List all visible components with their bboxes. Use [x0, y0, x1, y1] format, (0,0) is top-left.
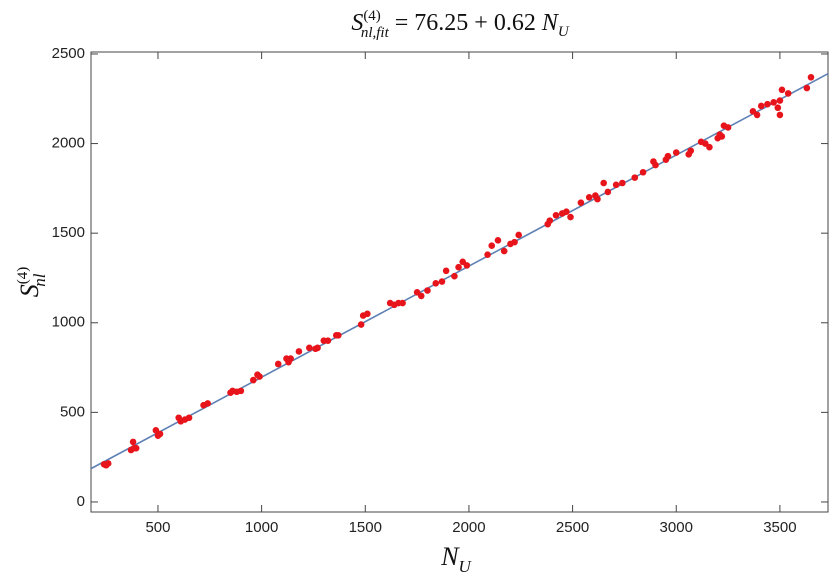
- point: [604, 188, 612, 196]
- point: [706, 143, 713, 151]
- point: [639, 168, 647, 176]
- point: [432, 280, 440, 287]
- point: [156, 430, 164, 438]
- fit-line: [90, 72, 829, 470]
- point: [672, 149, 680, 156]
- point: [552, 211, 560, 219]
- point: [237, 387, 245, 395]
- point: [563, 208, 570, 215]
- x-axis-label: NU: [440, 542, 472, 576]
- title-symbol: S: [351, 10, 363, 36]
- point: [807, 73, 815, 81]
- point: [424, 287, 431, 294]
- point: [764, 100, 771, 108]
- title-slope: 0.62: [494, 10, 536, 36]
- point: [455, 263, 462, 271]
- point: [417, 292, 425, 300]
- point: [324, 337, 332, 344]
- point: [619, 179, 626, 187]
- y-tick-label: 1000: [52, 314, 85, 331]
- point: [803, 84, 811, 92]
- x-tick-label: 2000: [452, 519, 485, 536]
- point: [774, 104, 782, 112]
- point: [295, 348, 303, 355]
- point: [256, 373, 263, 380]
- point: [585, 194, 593, 201]
- point: [600, 179, 607, 187]
- y-tick-label: 2000: [52, 135, 85, 152]
- point: [484, 251, 491, 258]
- point: [577, 199, 585, 207]
- title-subscript: nl,fit: [361, 25, 390, 41]
- y-tick-label: 0: [77, 493, 85, 510]
- y-tick-label: 500: [60, 403, 85, 420]
- point: [500, 247, 508, 255]
- point: [357, 321, 365, 328]
- point: [511, 238, 518, 246]
- x-label-symbol: N: [440, 542, 460, 571]
- point: [757, 102, 765, 110]
- point: [451, 272, 458, 280]
- title-plus: +: [468, 10, 494, 36]
- point: [399, 299, 406, 307]
- x-tick-label: 1000: [245, 519, 278, 536]
- x-tick-label: 3000: [660, 519, 693, 536]
- point: [250, 376, 257, 384]
- chart-title: S(4) nl,fit = 76.25 + 0.62 NU: [351, 8, 570, 41]
- point: [335, 332, 342, 339]
- x-tick-label: 2500: [556, 519, 589, 536]
- y-label-superscript: (4): [15, 267, 31, 285]
- point: [185, 414, 193, 422]
- y-label-symbol: S: [15, 284, 44, 297]
- point: [132, 444, 140, 452]
- title-intercept: 76.25: [414, 10, 468, 36]
- point: [515, 231, 522, 239]
- x-tick-label: 1500: [349, 519, 382, 536]
- point: [274, 360, 282, 368]
- point: [442, 267, 450, 275]
- point: [204, 400, 212, 407]
- point: [129, 438, 137, 446]
- point: [652, 161, 659, 169]
- x-tick-label: 3500: [763, 519, 796, 536]
- title-variable: N: [541, 10, 560, 36]
- point: [631, 174, 639, 181]
- point: [778, 86, 786, 94]
- point: [753, 111, 761, 119]
- point: [314, 344, 321, 352]
- plot-frame: [90, 51, 829, 513]
- point: [612, 181, 620, 189]
- point: [488, 242, 496, 250]
- point: [567, 213, 574, 221]
- point: [104, 460, 112, 467]
- point: [306, 344, 313, 352]
- point: [776, 97, 784, 104]
- point: [364, 310, 371, 318]
- title-variable-subscript: U: [558, 24, 570, 40]
- point: [770, 99, 777, 106]
- point: [776, 111, 784, 119]
- point: [546, 217, 554, 224]
- point: [687, 147, 695, 155]
- y-tick-label: 2500: [52, 45, 85, 62]
- point: [784, 90, 792, 97]
- x-tick-label: 500: [145, 519, 170, 536]
- point: [718, 133, 726, 140]
- title-superscript: (4): [363, 8, 381, 24]
- point: [594, 195, 601, 203]
- point: [664, 152, 672, 160]
- point: [287, 355, 294, 362]
- point: [463, 262, 471, 269]
- y-label-subscript: nl: [30, 273, 49, 287]
- x-label-subscript: U: [459, 557, 473, 576]
- title-equals: =: [389, 10, 415, 36]
- y-tick-label: 1500: [52, 224, 85, 241]
- point: [438, 278, 446, 285]
- point: [724, 124, 732, 131]
- y-axis-label: S(4)nl: [15, 267, 49, 298]
- point: [494, 237, 502, 244]
